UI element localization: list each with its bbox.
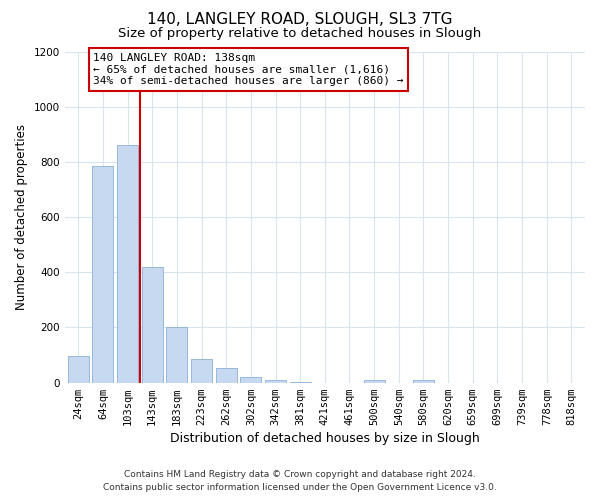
Bar bbox=[191, 359, 212, 382]
Bar bbox=[68, 356, 89, 382]
Bar bbox=[265, 380, 286, 382]
Text: Size of property relative to detached houses in Slough: Size of property relative to detached ho… bbox=[118, 28, 482, 40]
Bar bbox=[142, 267, 163, 382]
Text: 140 LANGLEY ROAD: 138sqm
← 65% of detached houses are smaller (1,616)
34% of sem: 140 LANGLEY ROAD: 138sqm ← 65% of detach… bbox=[93, 53, 404, 86]
Text: Contains HM Land Registry data © Crown copyright and database right 2024.
Contai: Contains HM Land Registry data © Crown c… bbox=[103, 470, 497, 492]
X-axis label: Distribution of detached houses by size in Slough: Distribution of detached houses by size … bbox=[170, 432, 480, 445]
Y-axis label: Number of detached properties: Number of detached properties bbox=[15, 124, 28, 310]
Bar bbox=[92, 166, 113, 382]
Bar bbox=[364, 380, 385, 382]
Bar bbox=[216, 368, 236, 382]
Bar bbox=[241, 376, 262, 382]
Bar bbox=[413, 380, 434, 382]
Bar bbox=[117, 146, 138, 382]
Text: 140, LANGLEY ROAD, SLOUGH, SL3 7TG: 140, LANGLEY ROAD, SLOUGH, SL3 7TG bbox=[147, 12, 453, 28]
Bar bbox=[166, 328, 187, 382]
